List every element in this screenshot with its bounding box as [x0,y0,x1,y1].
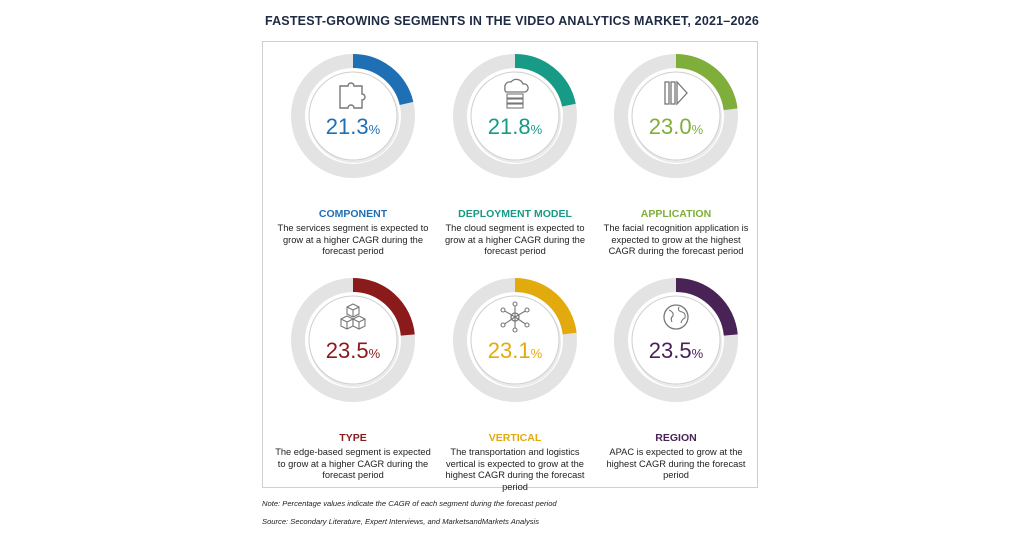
value-number: 23.0 [648,114,692,139]
value-unit: % [691,122,704,137]
value-unit: % [368,122,381,137]
donut-inner-disc [470,71,560,161]
donut-chart: 21.8% [453,54,577,178]
segment-label: TYPE [339,432,367,444]
donut-chart: 23.1% [453,278,577,402]
facial-scan-icon [664,80,688,106]
segment-description: The edge-based segment is expected to gr… [275,447,431,481]
segment-description: APAC is expected to grow at the highest … [606,447,746,481]
donut-chart: 23.5% [614,278,738,402]
value-label: 23.0% [614,114,738,140]
value-label: 23.5% [291,338,415,364]
donut-inner-disc [308,71,398,161]
value-label: 23.1% [453,338,577,364]
network-hub-icon [500,301,530,333]
value-unit: % [691,346,704,361]
donut-value-arc [614,278,738,402]
segment-description: The transportation and logistics vertica… [445,447,585,492]
donut-inner-disc [631,71,721,161]
segment-label: VERTICAL [488,432,542,444]
donut-value-arc [453,278,577,402]
donut-value-arc [453,54,577,178]
cubes-icon [340,303,366,330]
value-number: 21.8 [487,114,531,139]
value-label: 21.8% [453,114,577,140]
segment-description: The services segment is expected to grow… [277,223,429,257]
donut-inner-disc [631,295,721,385]
donut-inner-disc [470,295,560,385]
globe-icon [663,304,689,330]
segment-description: The facial recognition application is ex… [603,223,749,257]
donut-chart: 23.5% [291,278,415,402]
segment-label: DEPLOYMENT MODEL [458,208,572,220]
puzzle-icon [339,82,366,109]
value-number: 23.1 [487,338,531,363]
segments-panel: 21.3% COMPONENT The services segment is ex… [262,41,758,492]
chart-note: Note: Percentage values indicate the CAG… [262,499,557,508]
value-label: 23.5% [614,338,738,364]
donut-chart: 23.0% [614,54,738,178]
segment-label: COMPONENT [318,208,388,220]
value-unit: % [530,122,543,137]
donut-inner-disc [308,295,398,385]
segment-description: The cloud segment is expected to grow at… [444,223,586,257]
segment-label: REGION [655,432,697,444]
value-unit: % [368,346,381,361]
value-number: 23.5 [648,338,692,363]
chart-title: FASTEST-GROWING SEGMENTS IN THE VIDEO AN… [264,14,760,28]
value-unit: % [530,346,543,361]
cloud-server-icon [504,78,529,109]
segment-label: APPLICATION [640,208,712,220]
donut-chart: 21.3% [291,54,415,178]
chart-source: Source: Secondary Literature, Expert Int… [262,517,540,526]
value-number: 23.5 [325,338,369,363]
donut-value-arc [614,54,738,178]
value-label: 21.3% [291,114,415,140]
donut-value-arc [291,54,415,178]
value-number: 21.3 [325,114,369,139]
donut-value-arc [291,278,415,402]
